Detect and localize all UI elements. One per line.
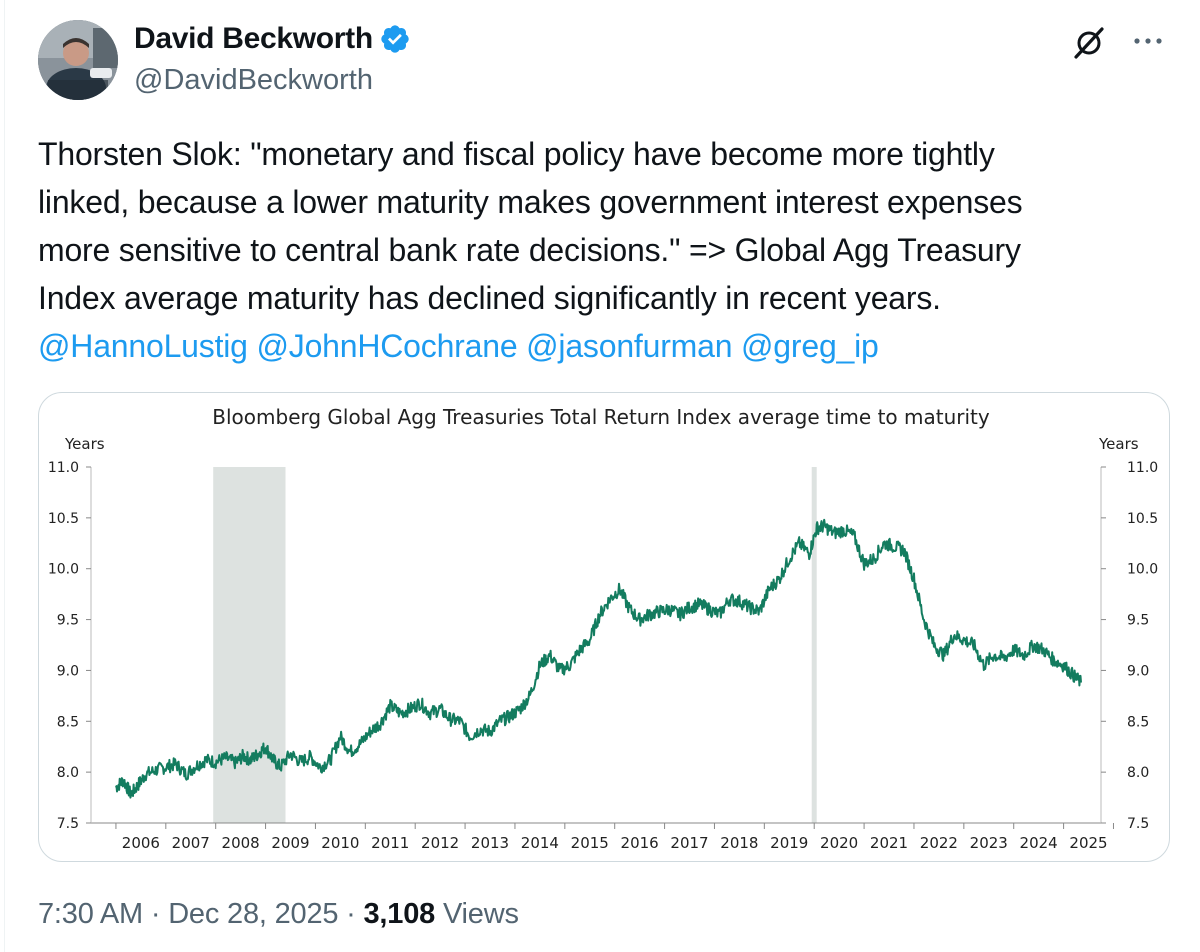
tweet-text-line: Thorsten Slok: "monetary and fiscal poli… bbox=[38, 136, 995, 172]
y-tick-label-left: 11.0 bbox=[48, 460, 79, 476]
y-tick-label-right: 9.5 bbox=[1127, 613, 1149, 629]
verified-badge-icon bbox=[379, 23, 411, 55]
tweet-text: Thorsten Slok: "monetary and fiscal poli… bbox=[38, 130, 1168, 370]
chart-image[interactable]: 11.0 11.0 10.5 10.5 10.0 10.0 9.5 9.5 9.0 9.0 8.5 8… bbox=[38, 392, 1170, 862]
y-tick-label-left: 10.0 bbox=[48, 562, 79, 578]
tweet-date[interactable]: Dec 28, 2025 bbox=[168, 898, 339, 930]
more-icon[interactable] bbox=[1128, 24, 1168, 58]
x-tick-label: 2009 bbox=[271, 834, 309, 852]
x-tick-label: 2008 bbox=[222, 834, 260, 852]
chart-title: Bloomberg Global Agg Treasuries Total Re… bbox=[212, 405, 990, 429]
x-tick-label: 2011 bbox=[371, 834, 409, 852]
y-tick-label-left: 8.5 bbox=[57, 714, 79, 730]
tweet-header: David Beckworth @DavidBeckworth bbox=[38, 20, 1168, 102]
x-tick-label: 2015 bbox=[571, 834, 609, 852]
x-tick-label: 2025 bbox=[1069, 834, 1107, 852]
tweet-meta: 7:30 AM · Dec 28, 2025 · 3,108 Views bbox=[38, 898, 519, 931]
maturity-line-chart: 11.0 11.0 10.5 10.5 10.0 10.0 9.5 9.5 9.0 9.0 8.5 8… bbox=[48, 405, 1158, 852]
x-tick-label: 2013 bbox=[471, 834, 509, 852]
y-tick-label-right: 9.0 bbox=[1127, 663, 1149, 679]
y-tick-label-right: 11.0 bbox=[1127, 460, 1158, 476]
tweet-text-line: more sensitive to central bank rate deci… bbox=[38, 232, 1021, 268]
x-tick-label: 2019 bbox=[770, 834, 808, 852]
mention-link[interactable]: @jasonfurman bbox=[526, 328, 733, 364]
tweet-time[interactable]: 7:30 AM bbox=[38, 898, 143, 930]
x-tick-label: 2012 bbox=[421, 834, 459, 852]
x-tick-label: 2021 bbox=[870, 834, 908, 852]
mention-link[interactable]: @JohnHCochrane bbox=[256, 328, 518, 364]
meta-separator: · bbox=[150, 898, 161, 930]
y-axis-label-left: Years bbox=[64, 435, 105, 453]
timeline-border bbox=[4, 0, 5, 952]
tweet-text-line: Index average maturity has declined sign… bbox=[38, 280, 941, 316]
tweet-text-line: linked, because a lower maturity makes g… bbox=[38, 184, 1023, 220]
x-tick-label: 2014 bbox=[521, 834, 559, 852]
y-tick-label-left: 8.0 bbox=[57, 765, 79, 781]
author-name-row: David Beckworth bbox=[134, 22, 411, 56]
x-tick-label: 2020 bbox=[820, 834, 858, 852]
x-tick-label: 2017 bbox=[670, 834, 708, 852]
recession-shade bbox=[811, 467, 817, 823]
y-tick-label-left: 9.5 bbox=[57, 613, 79, 629]
author-name[interactable]: David Beckworth bbox=[134, 22, 373, 55]
views-count: 3,108 bbox=[363, 898, 436, 930]
y-tick-label-right: 8.0 bbox=[1127, 765, 1149, 781]
y-tick-label-left: 7.5 bbox=[57, 816, 79, 832]
y-tick-label-right: 10.5 bbox=[1127, 511, 1158, 527]
mention-link[interactable]: @greg_ip bbox=[741, 328, 879, 364]
views-label: Views bbox=[442, 898, 519, 930]
x-tick-label: 2024 bbox=[1020, 834, 1058, 852]
y-tick-label-left: 9.0 bbox=[57, 663, 79, 679]
x-tick-label: 2022 bbox=[920, 834, 958, 852]
author-handle[interactable]: @DavidBeckworth bbox=[134, 64, 373, 96]
x-tick-label: 2006 bbox=[122, 834, 160, 852]
x-tick-label: 2018 bbox=[720, 834, 758, 852]
grok-icon[interactable] bbox=[1072, 26, 1106, 60]
y-tick-label-left: 10.5 bbox=[48, 511, 79, 527]
y-tick-label-right: 10.0 bbox=[1127, 562, 1158, 578]
mention-link[interactable]: @HannoLustig bbox=[38, 328, 248, 364]
avatar-photo bbox=[38, 20, 118, 100]
meta-separator: · bbox=[346, 898, 356, 930]
author-avatar[interactable] bbox=[38, 20, 118, 100]
x-tick-label: 2023 bbox=[970, 834, 1008, 852]
y-axis-label-right: Years bbox=[1098, 435, 1139, 453]
mentions-line: @HannoLustig @JohnHCochrane @jasonfurman… bbox=[38, 322, 1168, 370]
x-tick-label: 2010 bbox=[321, 834, 359, 852]
x-tick-label: 2007 bbox=[172, 834, 210, 852]
x-tick-label: 2016 bbox=[621, 834, 659, 852]
y-tick-label-right: 7.5 bbox=[1127, 816, 1149, 832]
series-line bbox=[114, 518, 1082, 799]
y-tick-label-right: 8.5 bbox=[1127, 714, 1149, 730]
recession-shade bbox=[213, 467, 286, 823]
